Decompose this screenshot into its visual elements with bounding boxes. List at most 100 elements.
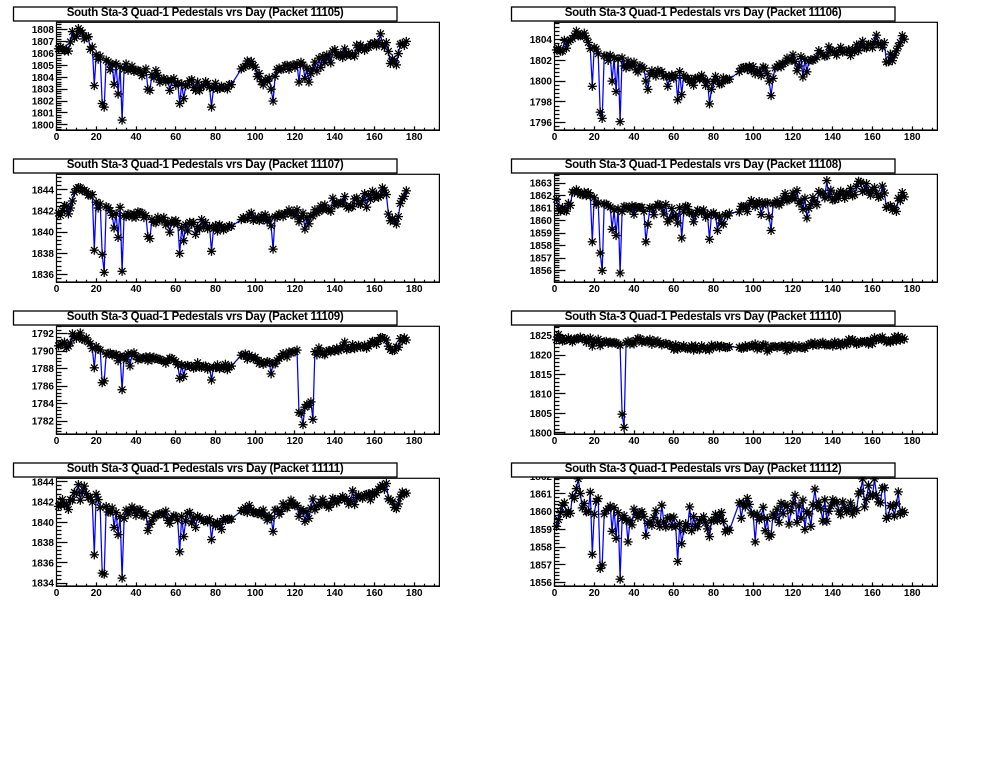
- svg-text:1860: 1860: [530, 507, 553, 518]
- svg-text:60: 60: [668, 132, 680, 143]
- svg-text:160: 160: [864, 588, 881, 599]
- svg-text:1863: 1863: [530, 179, 553, 190]
- svg-text:180: 180: [406, 132, 423, 143]
- svg-text:60: 60: [170, 588, 182, 599]
- svg-text:1840: 1840: [32, 518, 55, 529]
- svg-text:1802: 1802: [530, 56, 553, 67]
- svg-text:80: 80: [708, 436, 720, 447]
- svg-text:1836: 1836: [32, 270, 55, 281]
- svg-text:120: 120: [785, 284, 802, 295]
- svg-text:180: 180: [406, 588, 423, 599]
- svg-text:40: 40: [628, 132, 640, 143]
- svg-text:180: 180: [406, 436, 423, 447]
- svg-text:60: 60: [170, 284, 182, 295]
- svg-text:1800: 1800: [530, 428, 553, 439]
- svg-text:0: 0: [552, 284, 558, 295]
- svg-text:80: 80: [210, 588, 222, 599]
- svg-text:60: 60: [668, 588, 680, 599]
- svg-text:40: 40: [628, 588, 640, 599]
- svg-text:120: 120: [785, 436, 802, 447]
- svg-text:1842: 1842: [32, 498, 55, 509]
- svg-text:140: 140: [824, 284, 841, 295]
- svg-text:180: 180: [406, 284, 423, 295]
- svg-text:60: 60: [170, 436, 182, 447]
- svg-text:60: 60: [668, 436, 680, 447]
- svg-text:160: 160: [366, 588, 383, 599]
- svg-text:1806: 1806: [32, 49, 55, 60]
- svg-text:80: 80: [210, 436, 222, 447]
- svg-text:1788: 1788: [32, 364, 55, 375]
- svg-text:1825: 1825: [530, 331, 553, 342]
- svg-text:1782: 1782: [32, 417, 55, 428]
- svg-text:160: 160: [366, 436, 383, 447]
- svg-text:1803: 1803: [32, 85, 55, 96]
- svg-text:South Sta-3 Quad-1 Pedestals v: South Sta-3 Quad-1 Pedestals vrs Day (Pa…: [565, 311, 842, 323]
- svg-text:1834: 1834: [32, 579, 55, 590]
- svg-text:1790: 1790: [32, 347, 55, 358]
- svg-text:20: 20: [91, 284, 103, 295]
- svg-text:80: 80: [708, 588, 720, 599]
- svg-text:South Sta-3 Quad-1 Pedestals v: South Sta-3 Quad-1 Pedestals vrs Day (Pa…: [565, 159, 842, 171]
- svg-text:1796: 1796: [530, 118, 553, 129]
- svg-text:1838: 1838: [32, 249, 55, 260]
- svg-text:0: 0: [552, 132, 558, 143]
- svg-text:1844: 1844: [32, 477, 55, 488]
- svg-text:20: 20: [91, 436, 103, 447]
- svg-text:20: 20: [91, 588, 103, 599]
- svg-text:1857: 1857: [530, 560, 553, 571]
- svg-text:1842: 1842: [32, 207, 55, 218]
- svg-text:1856: 1856: [530, 266, 553, 277]
- svg-text:1859: 1859: [530, 525, 553, 536]
- svg-text:1786: 1786: [32, 382, 55, 393]
- svg-text:140: 140: [824, 132, 841, 143]
- svg-text:80: 80: [210, 284, 222, 295]
- svg-text:20: 20: [589, 588, 601, 599]
- svg-text:South Sta-3 Quad-1 Pedestals v: South Sta-3 Quad-1 Pedestals vrs Day (Pa…: [67, 311, 344, 323]
- svg-text:180: 180: [904, 284, 921, 295]
- svg-text:South Sta-3 Quad-1 Pedestals v: South Sta-3 Quad-1 Pedestals vrs Day (Pa…: [565, 7, 842, 19]
- svg-text:1838: 1838: [32, 538, 55, 549]
- svg-text:140: 140: [326, 436, 343, 447]
- svg-text:100: 100: [247, 284, 264, 295]
- svg-text:120: 120: [785, 132, 802, 143]
- svg-text:20: 20: [589, 132, 601, 143]
- svg-text:40: 40: [130, 284, 142, 295]
- svg-text:120: 120: [287, 132, 304, 143]
- svg-text:160: 160: [864, 436, 881, 447]
- svg-text:20: 20: [589, 436, 601, 447]
- svg-text:40: 40: [130, 436, 142, 447]
- svg-text:20: 20: [589, 284, 601, 295]
- svg-text:0: 0: [54, 588, 60, 599]
- svg-text:80: 80: [708, 284, 720, 295]
- svg-text:South Sta-3 Quad-1 Pedestals v: South Sta-3 Quad-1 Pedestals vrs Day (Pa…: [67, 159, 344, 171]
- svg-text:1857: 1857: [530, 254, 553, 265]
- svg-text:1861: 1861: [530, 490, 553, 501]
- svg-text:0: 0: [54, 284, 60, 295]
- svg-text:120: 120: [785, 588, 802, 599]
- svg-text:80: 80: [210, 132, 222, 143]
- svg-text:100: 100: [745, 588, 762, 599]
- svg-text:100: 100: [745, 132, 762, 143]
- svg-text:1784: 1784: [32, 399, 55, 410]
- svg-text:South Sta-3 Quad-1 Pedestals v: South Sta-3 Quad-1 Pedestals vrs Day (Pa…: [565, 463, 842, 475]
- svg-text:140: 140: [824, 436, 841, 447]
- svg-text:180: 180: [904, 588, 921, 599]
- svg-text:0: 0: [54, 436, 60, 447]
- svg-text:100: 100: [247, 588, 264, 599]
- svg-text:140: 140: [326, 284, 343, 295]
- svg-text:140: 140: [824, 588, 841, 599]
- svg-text:160: 160: [864, 284, 881, 295]
- svg-text:120: 120: [287, 588, 304, 599]
- svg-text:160: 160: [366, 132, 383, 143]
- svg-text:1800: 1800: [530, 77, 553, 88]
- svg-text:1860: 1860: [530, 216, 553, 227]
- svg-text:40: 40: [130, 132, 142, 143]
- svg-text:1810: 1810: [530, 389, 553, 400]
- svg-text:South Sta-3 Quad-1 Pedestals v: South Sta-3 Quad-1 Pedestals vrs Day (Pa…: [67, 7, 344, 19]
- svg-text:120: 120: [287, 436, 304, 447]
- svg-text:1804: 1804: [32, 73, 55, 84]
- svg-text:1800: 1800: [32, 120, 55, 131]
- svg-text:1801: 1801: [32, 109, 55, 120]
- svg-text:1840: 1840: [32, 228, 55, 239]
- svg-text:60: 60: [170, 132, 182, 143]
